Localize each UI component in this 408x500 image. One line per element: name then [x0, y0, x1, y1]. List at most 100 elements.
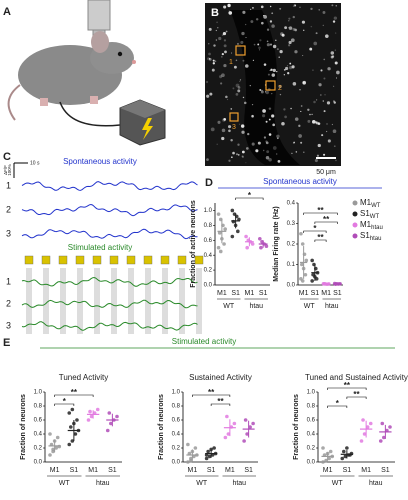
significance-bracket: [235, 197, 264, 200]
cell: [303, 29, 305, 31]
legend-sub: htau: [371, 225, 383, 231]
cell: [268, 107, 272, 110]
y-tick-label: 0.0: [172, 460, 181, 466]
significance-bracket: [210, 403, 231, 406]
trace-label: 3: [6, 320, 11, 330]
cell: [241, 155, 243, 157]
y-tick-label: 0.4: [287, 201, 296, 207]
x-tick-label: S1: [108, 467, 117, 474]
cell: [332, 129, 337, 133]
cell: [230, 138, 233, 142]
chart-title: Tuned Activity: [59, 373, 109, 382]
cell: [323, 110, 326, 113]
cell: [221, 136, 225, 141]
cell: [242, 10, 246, 14]
cell: [213, 44, 216, 47]
cell: [225, 95, 228, 99]
cell: [317, 143, 321, 148]
cell: [288, 17, 291, 20]
cell: [284, 115, 287, 119]
group-label: WT: [223, 303, 235, 310]
y-tick-label: 0.6: [307, 418, 316, 424]
cell: [263, 14, 265, 17]
cell: [211, 68, 215, 72]
cell: [316, 99, 318, 101]
cell: [264, 91, 267, 93]
data-point: [186, 442, 190, 447]
cell: [322, 11, 326, 14]
x-tick-label: M1: [50, 467, 60, 474]
legend-name: M1: [360, 220, 372, 229]
cell: [310, 25, 313, 28]
trace: [21, 299, 198, 309]
legend-name: S1: [360, 209, 370, 218]
x-tick-label: M1: [323, 467, 333, 474]
cell: [215, 39, 218, 41]
cell: [268, 133, 272, 136]
cell: [223, 44, 227, 48]
y-tick-label: 0.4: [172, 432, 181, 438]
data-point: [343, 454, 348, 459]
cell: [265, 140, 268, 143]
cell: [292, 5, 294, 7]
cell: [236, 42, 239, 45]
data-point: [327, 456, 331, 461]
cell: [223, 39, 227, 42]
y-tick-label: 0.2: [34, 446, 43, 452]
cell: [231, 156, 233, 159]
data-point: [73, 432, 78, 436]
legend-entry: S1WT: [360, 209, 379, 219]
cell: [283, 69, 286, 71]
cell: [276, 48, 279, 51]
cell: [323, 153, 326, 156]
cell: [290, 38, 295, 43]
cell: [249, 85, 251, 87]
y-tick-label: 0.8: [307, 404, 316, 410]
cell: [288, 44, 291, 47]
cell: [237, 86, 241, 89]
cell: [255, 149, 259, 153]
cell: [335, 77, 338, 79]
x-tick-label: S1: [70, 467, 79, 474]
data-point: [303, 272, 308, 277]
cell: [262, 109, 266, 113]
significance-label: *: [336, 399, 340, 408]
cell: [241, 130, 245, 134]
significance-label: **: [317, 233, 324, 242]
stimulus-icon: [143, 255, 153, 265]
data-point: [186, 460, 190, 464]
cell: [298, 124, 301, 128]
cell: [261, 21, 264, 25]
cell: [334, 61, 338, 65]
significance-bracket: [303, 230, 327, 233]
y-tick-label: 1.0: [34, 390, 43, 396]
cell: [266, 28, 270, 31]
cell: [324, 94, 326, 96]
cell: [226, 98, 229, 101]
cell: [335, 159, 337, 162]
significance-bracket: [192, 394, 231, 397]
data-point: [250, 242, 255, 246]
cell: [293, 4, 296, 7]
data-point: [244, 234, 248, 239]
data-point: [321, 446, 325, 450]
cell: [334, 32, 337, 34]
data-point: [328, 449, 333, 454]
cell: [276, 153, 278, 155]
significance-bracket: [327, 405, 348, 408]
cell: [322, 24, 324, 27]
significance-label: **: [323, 215, 330, 224]
cell: [293, 141, 295, 144]
cell: [231, 52, 233, 54]
cell: [314, 158, 318, 163]
y-tick-label: 0.4: [34, 432, 43, 438]
data-point: [207, 454, 212, 459]
legend-name: M1: [360, 198, 372, 207]
cell: [276, 137, 279, 140]
data-point: [204, 456, 209, 461]
stimulus-window: [43, 268, 49, 334]
significance-label: **: [217, 397, 224, 406]
cell: [272, 146, 277, 150]
cell: [283, 108, 286, 111]
